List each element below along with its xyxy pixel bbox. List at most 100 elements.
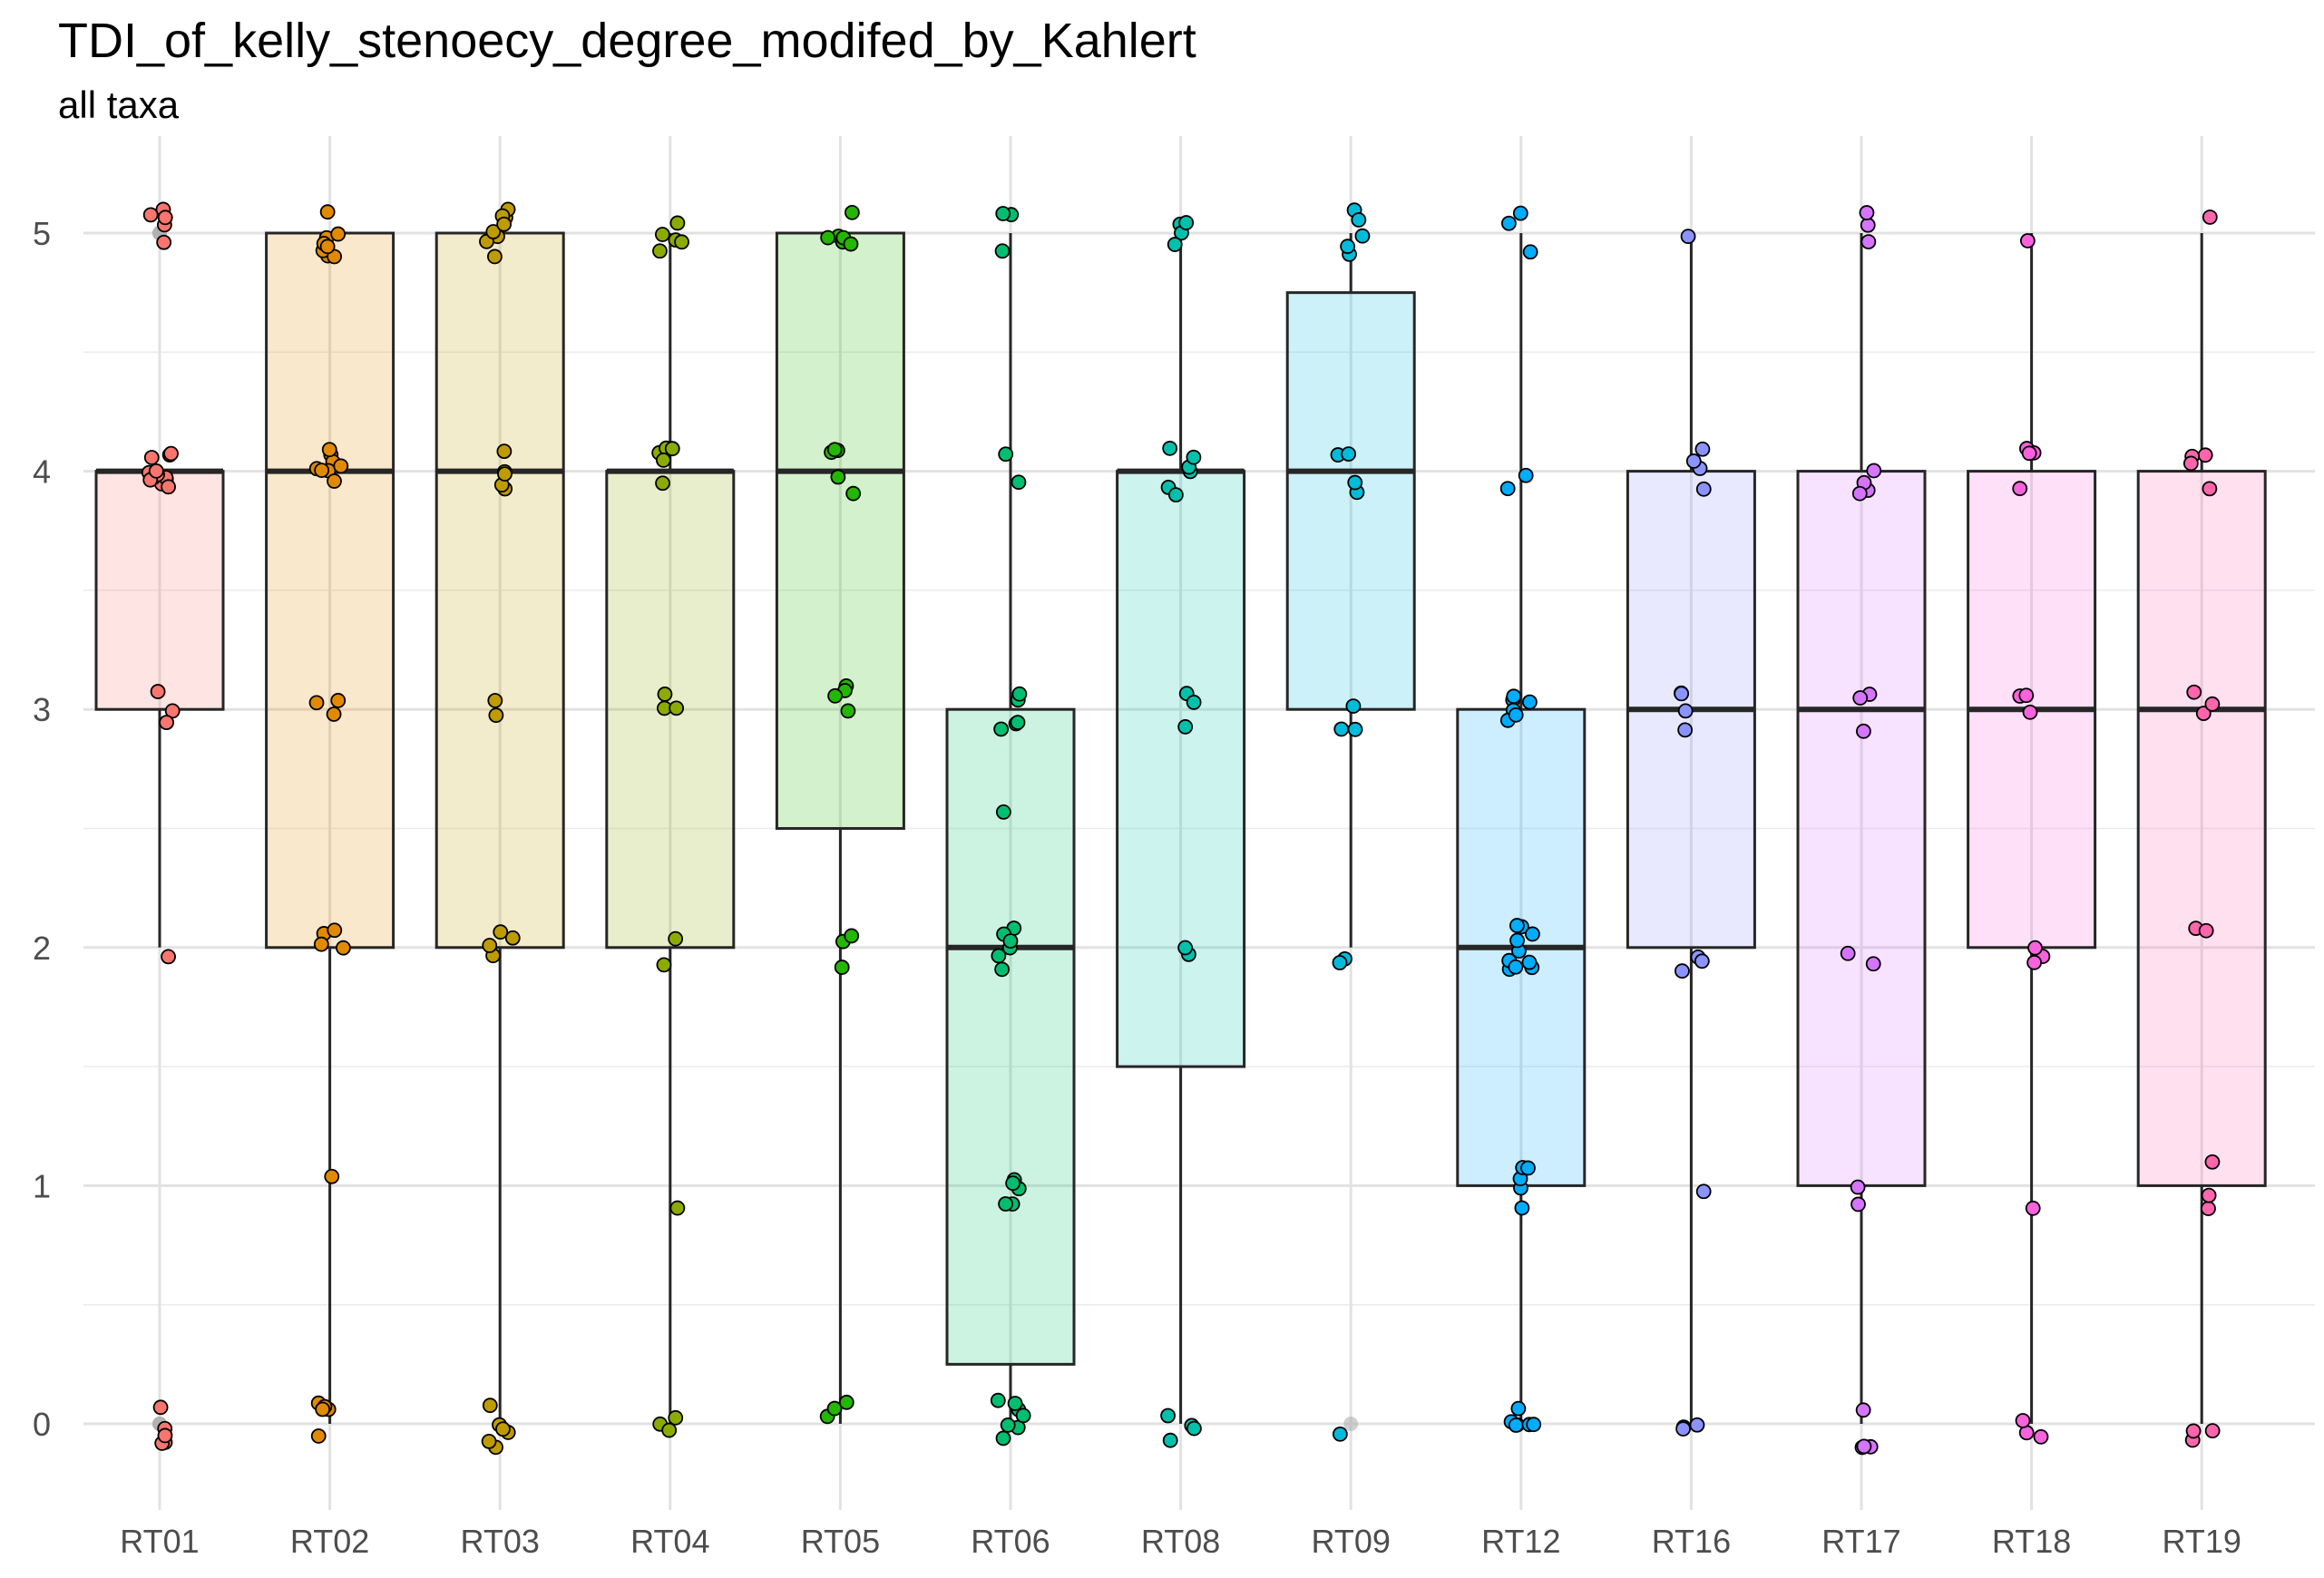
data-point	[998, 1196, 1013, 1212]
data-point	[1340, 239, 1355, 255]
data-point	[661, 1422, 678, 1438]
data-point	[1866, 463, 1882, 479]
data-point	[674, 234, 689, 250]
data-point	[314, 463, 330, 478]
data-point	[2033, 1428, 2049, 1445]
data-point	[1508, 706, 1524, 723]
data-point	[1167, 237, 1183, 252]
data-point	[1859, 205, 1875, 220]
data-point	[1689, 1417, 1705, 1433]
data-point	[1850, 1196, 1866, 1213]
data-point	[497, 466, 513, 482]
data-point	[840, 703, 856, 719]
data-point	[1680, 229, 1696, 245]
data-point	[834, 959, 850, 975]
data-point	[163, 445, 179, 462]
data-point	[1852, 690, 1869, 706]
data-point	[156, 234, 172, 250]
data-point	[2022, 704, 2038, 720]
data-point	[2186, 684, 2202, 700]
data-point	[845, 485, 862, 502]
data-point	[321, 442, 337, 458]
data-point	[998, 446, 1014, 463]
data-point	[1851, 485, 1868, 502]
data-point	[664, 441, 680, 457]
data-point	[2202, 209, 2218, 225]
data-point	[336, 940, 351, 956]
data-point	[1865, 956, 1881, 972]
data-point	[324, 1168, 340, 1184]
data-point	[826, 442, 843, 458]
box-RT09	[1285, 291, 1416, 711]
data-point	[1186, 449, 1202, 465]
data-point	[2012, 481, 2028, 497]
data-point	[319, 204, 336, 220]
y-tick-label: 4	[33, 453, 51, 491]
data-point	[830, 469, 846, 485]
data-point	[1860, 217, 1876, 233]
data-point	[1341, 446, 1357, 463]
data-point	[159, 715, 175, 731]
data-point	[333, 458, 349, 474]
data-point	[2182, 455, 2199, 472]
data-point	[1694, 441, 1711, 457]
x-tick-label: RT17	[1821, 1523, 1900, 1560]
data-point	[1178, 215, 1195, 230]
data-point	[2202, 481, 2218, 497]
data-point	[1162, 1432, 1178, 1448]
data-point	[1167, 487, 1184, 503]
data-point	[995, 804, 1011, 820]
x-tick-label: RT02	[290, 1523, 369, 1560]
x-tick-label: RT06	[971, 1523, 1050, 1560]
data-point	[1011, 474, 1027, 491]
data-point	[838, 1394, 854, 1410]
data-point	[1685, 453, 1702, 469]
data-point	[148, 463, 164, 479]
data-point	[1526, 1417, 1542, 1433]
data-point	[142, 207, 159, 223]
x-tick-label: RT08	[1141, 1523, 1220, 1560]
data-point	[1525, 926, 1540, 942]
data-point	[152, 1399, 169, 1416]
data-point	[1351, 212, 1367, 228]
data-point	[1695, 1184, 1712, 1200]
data-point	[820, 229, 836, 246]
data-point	[654, 227, 670, 242]
data-point	[1506, 688, 1522, 705]
box-RT19	[2136, 470, 2267, 1187]
data-point	[990, 1392, 1006, 1408]
data-point	[1508, 1417, 1524, 1433]
data-point	[652, 243, 668, 259]
x-tick-label: RT01	[120, 1523, 199, 1560]
data-point	[2019, 233, 2036, 248]
data-point	[1695, 481, 1712, 497]
chart-title: TDI_of_kelly_stenoecy_degree_modifed_by_…	[58, 14, 1196, 68]
data-point	[1499, 481, 1516, 497]
data-point	[482, 1398, 498, 1414]
x-tick-label: RT05	[801, 1523, 880, 1560]
data-point	[1521, 954, 1538, 970]
data-point	[2204, 696, 2221, 712]
box-RT03	[435, 231, 565, 950]
data-point	[485, 224, 502, 239]
data-point	[1840, 945, 1856, 961]
data-point	[1856, 1438, 1872, 1455]
data-point	[487, 248, 503, 265]
data-point	[493, 924, 509, 940]
x-tick-label: RT12	[1481, 1523, 1560, 1560]
data-point	[504, 930, 521, 946]
data-point	[2027, 940, 2043, 956]
data-point	[1509, 932, 1525, 949]
data-point	[319, 239, 336, 255]
data-point	[330, 693, 347, 708]
data-point	[1514, 1200, 1530, 1216]
data-point	[482, 938, 498, 953]
data-point	[1007, 1396, 1023, 1411]
data-point	[1508, 959, 1524, 975]
data-point	[1694, 953, 1710, 969]
data-point	[669, 700, 685, 716]
data-point	[2204, 1154, 2221, 1170]
data-point	[2185, 1423, 2202, 1439]
data-point	[995, 206, 1011, 221]
data-point	[1675, 963, 1690, 979]
